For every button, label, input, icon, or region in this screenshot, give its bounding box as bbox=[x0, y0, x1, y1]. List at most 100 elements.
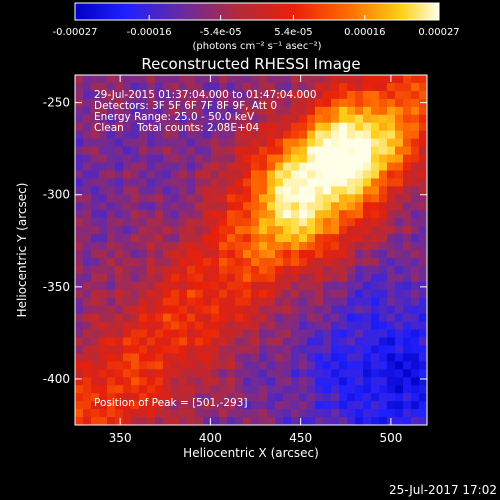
heatmap-cell bbox=[155, 401, 164, 410]
heatmap-cell bbox=[267, 313, 276, 323]
heatmap-cell bbox=[75, 154, 84, 164]
heatmap-cell bbox=[387, 281, 396, 291]
heatmap-cell bbox=[395, 361, 404, 370]
heatmap-cell bbox=[163, 154, 172, 164]
heatmap-cell bbox=[219, 297, 228, 307]
heatmap-cell bbox=[307, 226, 316, 235]
heatmap-cell bbox=[307, 409, 316, 418]
heatmap-cell bbox=[347, 178, 356, 187]
heatmap-cell bbox=[155, 313, 164, 323]
heatmap-cell bbox=[267, 409, 276, 418]
heatmap-cell bbox=[291, 305, 300, 315]
heatmap-cell bbox=[291, 353, 300, 362]
heatmap-cell bbox=[411, 385, 420, 394]
heatmap-cell bbox=[195, 361, 204, 370]
heatmap-cell bbox=[171, 297, 180, 307]
heatmap-cell bbox=[267, 297, 276, 307]
heatmap-cell bbox=[187, 75, 196, 84]
heatmap-cell bbox=[99, 257, 108, 267]
heatmap-cell bbox=[171, 162, 180, 172]
colorbar-tick-label: 5.4e-05 bbox=[274, 27, 312, 38]
heatmap-cell bbox=[243, 265, 252, 275]
heatmap-cell bbox=[283, 170, 292, 179]
heatmap-cell bbox=[99, 170, 108, 179]
heatmap-cell bbox=[115, 321, 124, 331]
heatmap-cell bbox=[187, 250, 196, 259]
heatmap-cell bbox=[411, 337, 420, 347]
heatmap-cell bbox=[83, 361, 92, 370]
heatmap-cell bbox=[155, 265, 164, 275]
heatmap-cell bbox=[139, 98, 148, 108]
heatmap-cell bbox=[155, 305, 164, 315]
heatmap-cell bbox=[339, 409, 348, 418]
heatmap-cell bbox=[179, 234, 188, 243]
heatmap-cell bbox=[155, 226, 164, 235]
heatmap-cell bbox=[227, 218, 236, 227]
heatmap-cell bbox=[275, 417, 284, 425]
heatmap-cell bbox=[195, 170, 204, 179]
heatmap-cell bbox=[315, 106, 324, 116]
heatmap-cell bbox=[235, 178, 244, 187]
heatmap-cell bbox=[123, 305, 132, 315]
heatmap-cell bbox=[203, 329, 212, 339]
heatmap-cell bbox=[227, 242, 236, 251]
heatmap-cell bbox=[83, 305, 92, 315]
heatmap-cell bbox=[147, 122, 156, 132]
heatmap-cell bbox=[403, 265, 412, 275]
heatmap-cell bbox=[291, 234, 300, 243]
heatmap-cell bbox=[75, 385, 84, 394]
heatmap-cell bbox=[371, 106, 380, 116]
heatmap-cell bbox=[211, 210, 220, 219]
heatmap-cell bbox=[355, 186, 364, 195]
heatmap-cell bbox=[251, 138, 260, 148]
heatmap-cell bbox=[371, 210, 380, 219]
heatmap-cell bbox=[299, 178, 308, 187]
heatmap-cell bbox=[275, 361, 284, 370]
heatmap-cell bbox=[227, 353, 236, 362]
heatmap-cell bbox=[179, 130, 188, 140]
heatmap-cell bbox=[115, 75, 124, 84]
heatmap-cell bbox=[227, 345, 236, 354]
heatmap-cell bbox=[147, 377, 156, 386]
heatmap-cell bbox=[307, 250, 316, 259]
heatmap-cell bbox=[99, 265, 108, 275]
heatmap-cell bbox=[323, 82, 332, 92]
heatmap-cell bbox=[379, 250, 388, 259]
heatmap-cell bbox=[123, 146, 132, 156]
heatmap-cell bbox=[387, 313, 396, 323]
heatmap-cell bbox=[379, 138, 388, 148]
heatmap-cell bbox=[307, 194, 316, 203]
heatmap-cell bbox=[315, 369, 324, 378]
heatmap-cell bbox=[187, 170, 196, 179]
heatmap-cell bbox=[179, 226, 188, 235]
heatmap-cell bbox=[147, 154, 156, 164]
heatmap-cell bbox=[267, 210, 276, 219]
heatmap-cell bbox=[115, 90, 124, 100]
heatmap-cell bbox=[139, 202, 148, 211]
heatmap-cell bbox=[419, 361, 427, 370]
heatmap-cell bbox=[395, 162, 404, 172]
heatmap-cell bbox=[75, 329, 84, 339]
heatmap-cell bbox=[371, 242, 380, 251]
heatmap-cell bbox=[243, 154, 252, 164]
heatmap-cell bbox=[371, 345, 380, 354]
heatmap-cell bbox=[195, 409, 204, 418]
heatmap-cell bbox=[115, 393, 124, 402]
heatmap-cell bbox=[379, 106, 388, 116]
heatmap-cell bbox=[219, 218, 228, 227]
heatmap-cell bbox=[107, 329, 116, 339]
heatmap-cell bbox=[75, 106, 84, 116]
heatmap-cell bbox=[363, 329, 372, 339]
heatmap-cell bbox=[115, 202, 124, 211]
heatmap-cell bbox=[131, 75, 140, 84]
heatmap-cell bbox=[251, 210, 260, 219]
heatmap-cell bbox=[251, 186, 260, 195]
heatmap-cell bbox=[291, 289, 300, 299]
heatmap-cell bbox=[195, 353, 204, 362]
heatmap-cell bbox=[299, 98, 308, 108]
heatmap-cell bbox=[163, 321, 172, 331]
heatmap-cell bbox=[259, 401, 268, 410]
heatmap-cell bbox=[211, 281, 220, 291]
heatmap-cell bbox=[299, 202, 308, 211]
heatmap-cell bbox=[299, 122, 308, 132]
